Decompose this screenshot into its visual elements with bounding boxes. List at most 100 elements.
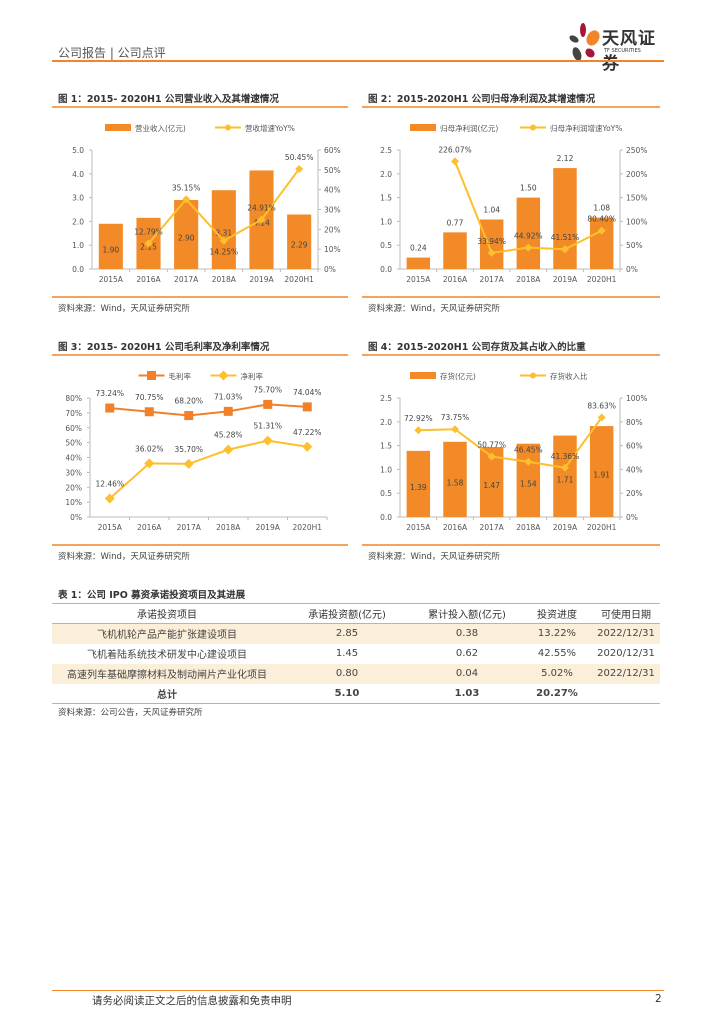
bar bbox=[98, 223, 123, 269]
x-tick-label: 2015A bbox=[406, 275, 431, 284]
line-series-净利率 bbox=[109, 439, 308, 500]
logo-subtext: TF SECURITIES bbox=[604, 48, 641, 54]
bar bbox=[406, 257, 431, 269]
legend-line-label: 营收增速YoY% bbox=[245, 123, 295, 133]
bar bbox=[287, 214, 312, 269]
line-point bbox=[223, 444, 234, 455]
bar-data-label: 0.77 bbox=[447, 218, 464, 227]
figure-1-title: 图 1：2015- 2020H1 公司营业收入及其增速情况 bbox=[58, 94, 279, 105]
legend-bar-swatch bbox=[410, 372, 436, 379]
cell-committed: 0.80 bbox=[282, 663, 412, 684]
line-point bbox=[597, 226, 606, 235]
y-tick-label: 20% bbox=[65, 483, 82, 492]
bar-data-label: 1.50 bbox=[520, 184, 537, 193]
legend-line-marker bbox=[530, 372, 536, 379]
line-data-label: 73.24% bbox=[95, 389, 124, 398]
line-data-label: 24.91% bbox=[247, 204, 276, 213]
total-date bbox=[592, 683, 660, 704]
y-tick-label: 1.5 bbox=[380, 194, 392, 203]
bar-data-label: 2.29 bbox=[291, 241, 308, 250]
line-point bbox=[302, 441, 313, 452]
line-data-label: 46.45% bbox=[514, 446, 543, 455]
x-tick-label: 2018A bbox=[516, 523, 541, 532]
y-tick-label: 2.5 bbox=[380, 394, 392, 403]
x-tick-label: 2020H1 bbox=[284, 275, 314, 284]
line-data-label: 83.63% bbox=[587, 401, 616, 410]
bar-data-label: 1.71 bbox=[557, 475, 574, 484]
legend-bar-label: 归母净利润(亿元) bbox=[440, 123, 498, 133]
cell-committed: 2.85 bbox=[282, 623, 412, 644]
line-data-label: 70.75% bbox=[135, 393, 164, 402]
figure-4-source-divider bbox=[362, 544, 660, 546]
x-tick-label: 2017A bbox=[174, 275, 199, 284]
report-category: 公司报告 | 公司点评 bbox=[58, 46, 166, 60]
y2-tick-label: 80% bbox=[626, 418, 643, 427]
y2-tick-label: 0% bbox=[626, 513, 638, 522]
cell-invested: 0.62 bbox=[455, 648, 479, 659]
y-tick-label: 4.0 bbox=[72, 170, 84, 179]
legend-label: 净利率 bbox=[241, 371, 264, 381]
x-tick-label: 2015A bbox=[98, 523, 123, 532]
table-row: 高速列车基础摩擦材料及制动闸片产业化项目 0.80 0.04 5.02% 202… bbox=[52, 663, 660, 684]
figure-3-source: 资料来源：Wind，天风证券研究所 bbox=[58, 552, 190, 562]
y2-tick-label: 60% bbox=[324, 146, 341, 155]
table-row: 飞机机轮产品产能扩张建设项目 2.85 0.38 13.22% 2022/12/… bbox=[52, 623, 660, 644]
line-point bbox=[561, 245, 569, 254]
legend-marker bbox=[147, 371, 156, 380]
line-data-label: 226.07% bbox=[438, 145, 471, 154]
legend-line-marker bbox=[225, 124, 231, 131]
disclaimer-text: 请务必阅读正文之后的信息披露和免责申明 bbox=[92, 995, 292, 1007]
line-series-毛利率 bbox=[109, 403, 308, 417]
x-tick-label: 2020H1 bbox=[293, 523, 323, 532]
y2-tick-label: 10% bbox=[324, 245, 341, 254]
bar-data-label: 2.12 bbox=[557, 154, 574, 163]
line-data-label: 68.20% bbox=[174, 397, 203, 406]
figure-3-title: 图 3：2015- 2020H1 公司毛利率及净利率情况 bbox=[58, 342, 270, 353]
y2-tick-label: 20% bbox=[626, 489, 643, 498]
legend-bar-label: 营业收入(亿元) bbox=[135, 123, 186, 133]
y-tick-label: 30% bbox=[65, 468, 82, 477]
cell-project: 飞机机轮产品产能扩张建设项目 bbox=[52, 623, 282, 644]
bar bbox=[589, 426, 614, 517]
figure-2-source: 资料来源：Wind，天风证券研究所 bbox=[368, 304, 500, 314]
y-tick-label: 0.5 bbox=[380, 489, 392, 498]
y-tick-label: 0.0 bbox=[380, 265, 392, 274]
y-tick-label: 60% bbox=[65, 424, 82, 433]
line-data-label: 74.04% bbox=[293, 388, 322, 397]
figure-2-title: 图 2：2015-2020H1 公司归母净利润及其增速情况 bbox=[368, 94, 596, 105]
line-data-label: 12.79% bbox=[134, 228, 163, 237]
y2-tick-label: 0% bbox=[626, 265, 638, 274]
line-data-label: 47.22% bbox=[293, 428, 322, 437]
ipo-projects-table: 承诺投资项目 承诺投资额(亿元) 累计投入额(亿元) 投资进度 可使用日期 飞机… bbox=[52, 603, 660, 704]
footer-divider bbox=[52, 990, 664, 991]
y2-tick-label: 200% bbox=[626, 170, 647, 179]
y2-tick-label: 150% bbox=[626, 194, 647, 203]
y-tick-label: 1.0 bbox=[72, 241, 84, 250]
line-data-label: 44.92% bbox=[514, 232, 543, 241]
bar-data-label: 2.90 bbox=[178, 233, 195, 242]
header-divider bbox=[52, 60, 664, 62]
x-tick-label: 2018A bbox=[212, 275, 237, 284]
line-point bbox=[561, 463, 569, 472]
bar bbox=[479, 447, 504, 517]
legend-bar-swatch bbox=[105, 124, 131, 131]
table-header-row: 承诺投资项目 承诺投资额(亿元) 累计投入额(亿元) 投资进度 可使用日期 bbox=[52, 603, 660, 624]
bar-data-label: 1.39 bbox=[410, 483, 427, 492]
bar-data-label: 3.31 bbox=[215, 229, 232, 238]
line-point bbox=[219, 236, 228, 245]
x-tick-label: 2020H1 bbox=[587, 275, 617, 284]
legend-bar-label: 存货(亿元) bbox=[440, 371, 476, 381]
line-point bbox=[597, 413, 606, 422]
line-point bbox=[183, 458, 194, 469]
figure-4-chart: 0.0 0.5 1.0 1.5 2.0 2.5 0% 20% 40% 60% 80% 100% 2015… bbox=[380, 371, 647, 532]
x-tick-label: 2019A bbox=[553, 275, 578, 284]
line-point bbox=[263, 399, 273, 409]
y-tick-label: 0.0 bbox=[72, 265, 84, 274]
y-tick-label: 80% bbox=[65, 394, 82, 403]
y2-tick-label: 250% bbox=[626, 146, 647, 155]
line-point bbox=[184, 411, 194, 421]
line-data-label: 72.92% bbox=[404, 414, 433, 423]
y-tick-label: 3.0 bbox=[72, 194, 84, 203]
figure-2-divider bbox=[362, 106, 660, 108]
figure-3-chart: 0% 10% 20% 30% 40% 50% 60% 70% 80% 2015A 2016A 2017… bbox=[65, 370, 328, 532]
